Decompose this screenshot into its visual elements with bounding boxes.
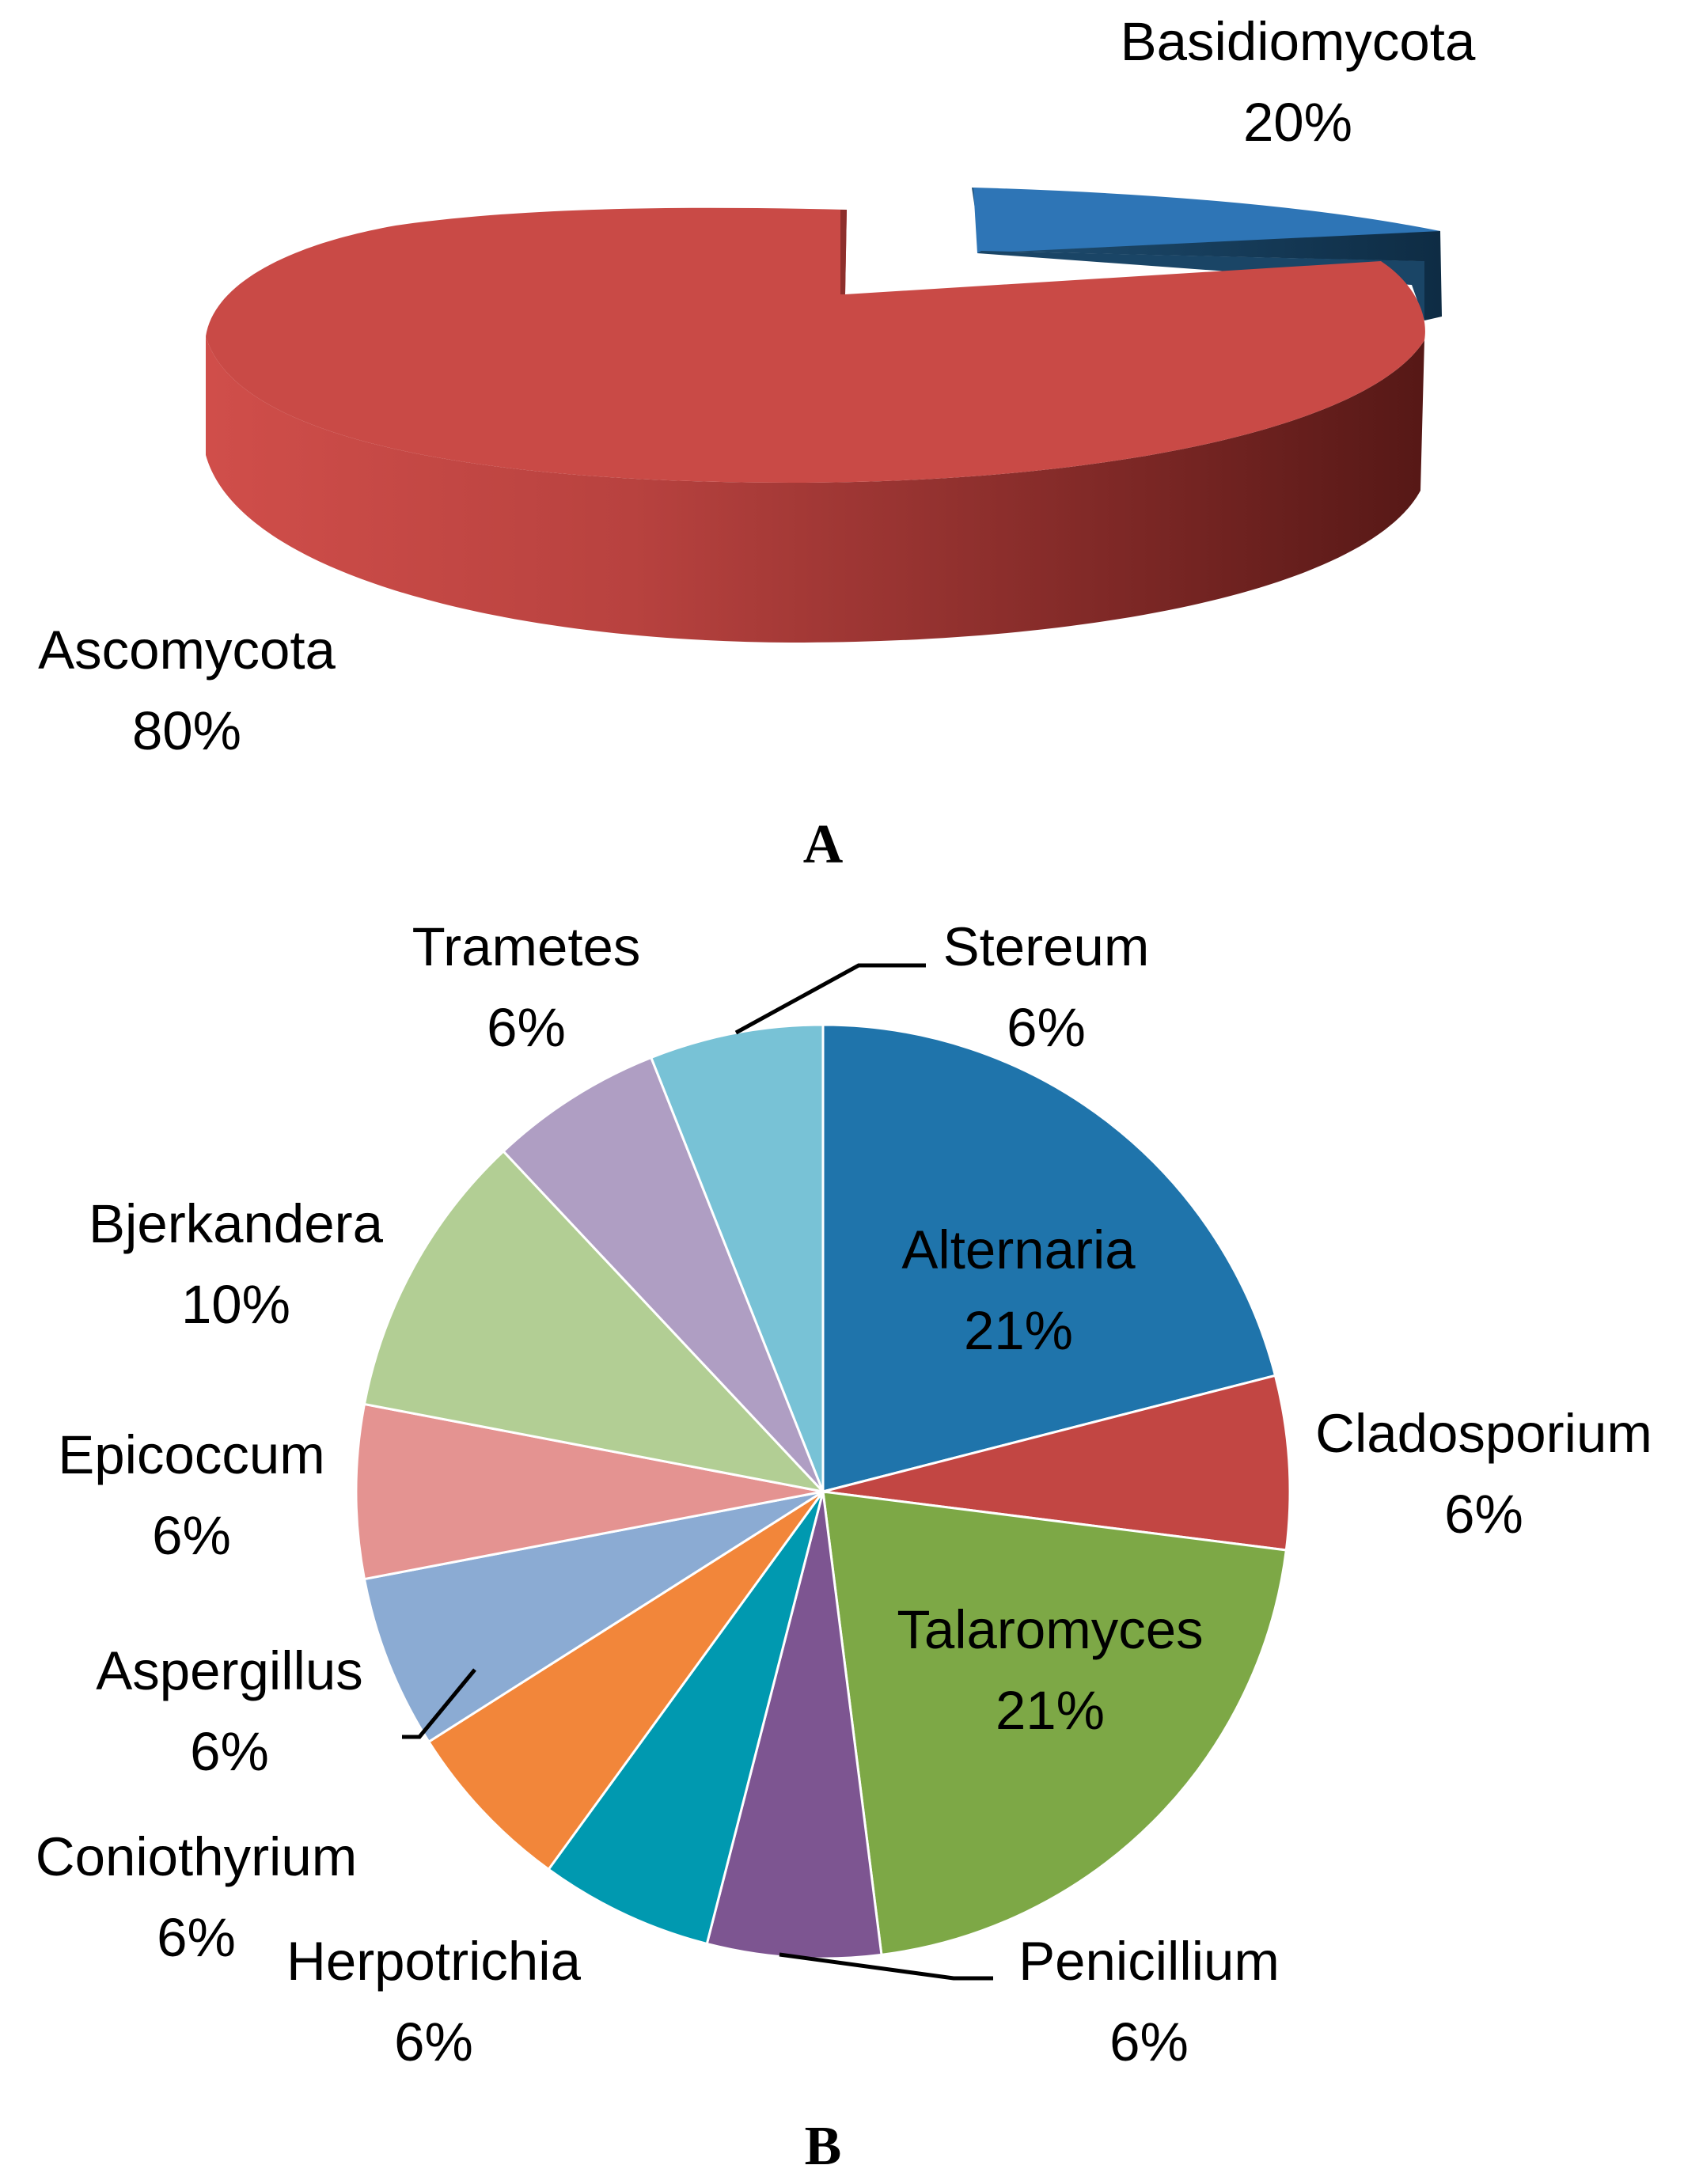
label-bjerkandera-percent: 10%	[181, 1274, 290, 1335]
pie-slice-aspergillus	[362, 1490, 824, 1744]
leader-line-stereum	[734, 963, 926, 1035]
label-herpotrichia-name: Herpotrichia	[286, 1931, 582, 1992]
pie-slice-epicoccum	[355, 1402, 824, 1581]
label-penicillium-percent: 6%	[1109, 2011, 1189, 2072]
label-ascomycota-name: Ascomycota	[38, 620, 336, 681]
label-cladosporium-name: Cladosporium	[1315, 1403, 1652, 1464]
pie-b-slices	[355, 1023, 1291, 1960]
label-ascomycota-percent: 80%	[132, 700, 241, 761]
label-stereum-name: Stereum	[943, 916, 1150, 977]
pie-slice-talaromyces	[821, 1490, 1288, 1957]
label-basidiomycota-percent: 20%	[1243, 92, 1352, 153]
pie-slice-basidiomycota-top	[973, 188, 1440, 253]
label-aspergillus-percent: 6%	[190, 1721, 269, 1782]
label-cladosporium-percent: 6%	[1444, 1484, 1523, 1545]
label-talaromyces-percent: 21%	[996, 1680, 1105, 1741]
label-alternaria-name: Alternaria	[901, 1219, 1136, 1280]
label-penicillium-name: Penicillium	[1018, 1931, 1280, 1992]
pie-slice-alternaria	[821, 1023, 1277, 1493]
pie-slice-cladosporium	[822, 1374, 1291, 1552]
label-epicoccum-name: Epicoccum	[58, 1424, 324, 1485]
panel-label-a: A	[803, 814, 844, 875]
label-epicoccum-percent: 6%	[152, 1505, 231, 1566]
pie-slice-ascomycota	[206, 207, 1425, 643]
label-bjerkandera-name: Bjerkandera	[89, 1193, 384, 1254]
panel-label-b: B	[805, 2116, 842, 2177]
pie-slice-ascomycota-inner-face	[840, 210, 847, 294]
pie-slice-herpotrichia	[547, 1491, 825, 1946]
label-coniothyrium-name: Coniothyrium	[36, 1826, 358, 1887]
pie-chart-phylum: Basidiomycota 20% Ascomycota 80% A	[38, 11, 1476, 875]
label-talaromyces-name: Talaromyces	[897, 1599, 1203, 1660]
label-coniothyrium-percent: 6%	[157, 1907, 236, 1968]
label-trametes-name: Trametes	[412, 916, 641, 977]
pie-chart-genus: Trametes 6% Stereum 6% Bjerkandera 10% C…	[36, 916, 1652, 2177]
pie-slice-coniothyrium	[427, 1490, 825, 1871]
pie-slice-ascomycota-side	[206, 336, 1424, 643]
label-alternaria-percent: 21%	[964, 1300, 1073, 1361]
label-basidiomycota-name: Basidiomycota	[1121, 11, 1476, 72]
pie-slice-stereum	[649, 1023, 825, 1492]
pie-slice-ascomycota-top	[206, 207, 1425, 483]
label-stereum-percent: 6%	[1007, 997, 1086, 1058]
label-herpotrichia-percent: 6%	[394, 2011, 473, 2072]
pie-slice-trametes	[501, 1056, 825, 1493]
label-aspergillus-name: Aspergillus	[96, 1640, 363, 1701]
leader-line-coniothyrium	[402, 1668, 476, 1739]
pie-slice-bjerkandera	[362, 1149, 827, 1494]
leader-line-penicillium	[779, 1952, 993, 1981]
label-trametes-percent: 6%	[487, 997, 566, 1058]
